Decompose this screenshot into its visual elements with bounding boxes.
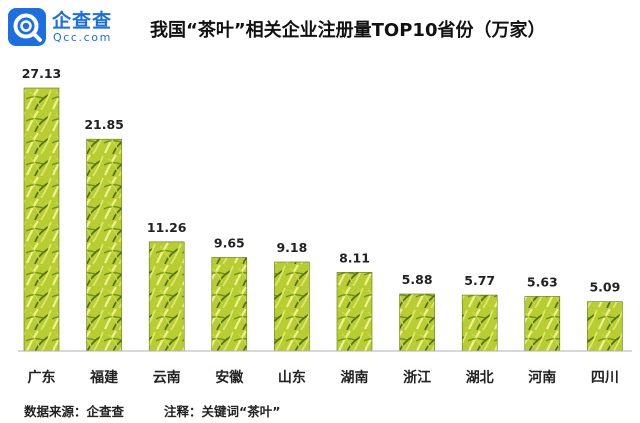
logo-domain: Qcc.com <box>53 31 112 44</box>
data-labels-group: 27.13 21.85 11.26 9.65 9.18 8.11 5.88 5.77 5.63 5… <box>22 66 621 295</box>
category-label-福建: 福建 <box>89 369 118 386</box>
chart-title: 我国“茶叶”相关企业注册量TOP10省份（万家） <box>150 20 546 41</box>
value-label-安徽: 9.65 <box>214 235 245 250</box>
bar-河南 <box>524 296 561 352</box>
bar-云南 <box>148 241 185 352</box>
bars-group <box>23 87 623 352</box>
value-label-云南: 11.26 <box>147 220 187 235</box>
bar-安徽 <box>211 257 248 352</box>
category-label-湖北: 湖北 <box>466 370 494 386</box>
bar-浙江 <box>399 293 435 352</box>
category-label-云南: 云南 <box>153 369 181 386</box>
value-label-广东: 27.13 <box>22 66 62 81</box>
value-label-湖北: 5.77 <box>464 273 495 288</box>
category-label-浙江: 浙江 <box>403 369 431 386</box>
bar-广东 <box>23 87 60 352</box>
value-label-河南: 5.63 <box>527 274 558 289</box>
bar-山东 <box>274 261 310 352</box>
value-label-浙江: 5.88 <box>402 272 433 287</box>
category-label-四川: 四川 <box>591 370 619 386</box>
bar-福建 <box>86 138 122 352</box>
category-label-河南: 河南 <box>528 369 556 386</box>
category-labels-group: 广东 福建 云南 安徽 山东 湖南 浙江 湖北 河南 四川 <box>28 369 619 386</box>
bar-湖南 <box>336 272 373 352</box>
qcc-logo-icon <box>8 8 46 46</box>
category-label-湖南: 湖南 <box>341 369 369 386</box>
bar-四川 <box>587 301 623 352</box>
value-label-福建: 21.85 <box>84 117 124 132</box>
keyword-note: 注释：关键词“茶叶” <box>164 404 281 419</box>
logo-name: 企查查 <box>52 10 113 32</box>
value-label-四川: 5.09 <box>589 280 620 295</box>
value-label-山东: 9.18 <box>276 240 307 255</box>
category-label-广东: 广东 <box>28 369 56 386</box>
source-note: 数据来源：企查查 <box>24 404 125 419</box>
bar-湖北 <box>461 294 498 352</box>
category-label-安徽: 安徽 <box>215 369 244 386</box>
category-label-山东: 山东 <box>278 369 306 386</box>
value-label-湖南: 8.11 <box>339 250 370 265</box>
logo: 企查查 Qcc.com <box>8 6 138 46</box>
